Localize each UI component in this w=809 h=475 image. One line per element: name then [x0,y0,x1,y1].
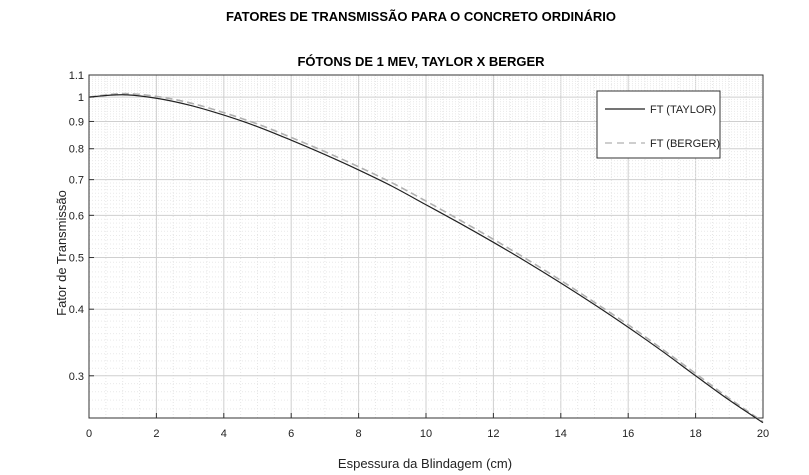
x-tick-label: 18 [689,428,701,440]
legend: FT (TAYLOR) FT (BERGER) [596,90,721,159]
y-tick-label: 0.6 [69,210,84,222]
x-tick-label: 8 [356,428,362,440]
x-tick-label: 12 [487,428,499,440]
legend-box [596,90,721,159]
y-tick-label: 0.7 [69,175,84,187]
y-tick-label: 0.3 [69,371,84,383]
x-tick-label: 20 [757,428,769,440]
series-line-taylor [88,94,764,424]
x-tick-label: 6 [288,428,294,440]
y-tick-label: 0.8 [69,144,84,156]
x-tick-label: 2 [153,428,159,440]
y-axis-label: Fator de Transmissão [54,190,69,316]
chart-title: FATORES DE TRANSMISSÃO PARA O CONCRETO O… [226,9,616,24]
series-layer [88,92,764,424]
y-tick-label: 0.4 [69,304,84,316]
ticks-layer: 0 2 4 6 8 10 12 14 16 18 20 0.3 0.4 0.5 0.6 0.7 0.8 0.9 1 1… [69,70,769,440]
series-line-berger [88,92,764,423]
y-tick-label: 1 [78,92,84,104]
x-tick-label: 16 [622,428,634,440]
x-tick-label: 4 [221,428,227,440]
x-tick-label: 0 [86,428,92,440]
legend-label-taylor: FT (TAYLOR) [650,104,716,116]
x-tick-label: 10 [420,428,432,440]
legend-label-berger: FT (BERGER) [650,138,720,150]
x-tick-label: 14 [555,428,567,440]
y-tick-label: 1.1 [69,70,84,82]
x-axis-label: Espessura da Blindagem (cm) [338,456,512,471]
y-tick-label: 0.5 [69,253,84,265]
chart-subtitle: FÓTONS DE 1 MEV, TAYLOR X BERGER [297,54,545,69]
y-tick-label: 0.9 [69,116,84,128]
